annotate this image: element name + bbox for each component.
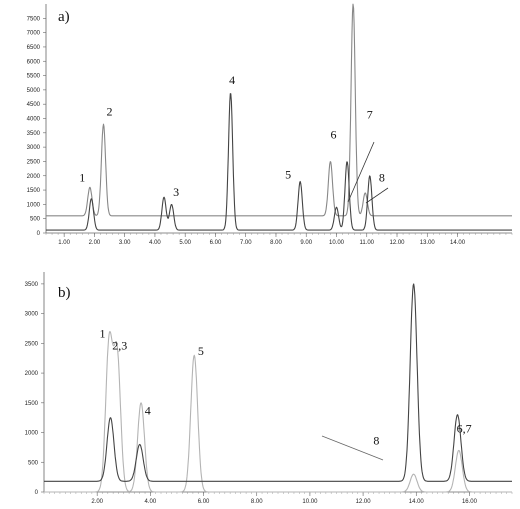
panel-0-x-tick-label: 9.00 [300,240,312,246]
panel-0-y-tick-label: 2000 [27,174,41,180]
panel-0-peak-label: 7 [367,108,373,122]
panel-0-y-tick-label: 1500 [27,188,41,194]
panel-0-y-tick-label: 0 [37,231,41,237]
panel-1-peak-label: 5 [198,344,204,358]
panel-0-x-tick-label: 11.00 [359,240,374,246]
panel-1-peak-label: 1 [100,326,106,340]
panel-0-y-tick-label: 5000 [27,88,41,94]
panel-1-peak-label: 2,3 [112,338,127,352]
panel-1-y-tick-label: 3500 [25,282,39,288]
panel-1-series-0-trace [43,330,513,493]
panel-1-label: b) [58,285,71,301]
panel-0-y-tick-label: 2500 [27,159,41,165]
panel-1-x-tick-label: 10.00 [302,499,318,505]
panel-1-x-tick-label: 16.00 [462,499,478,505]
panel-0-y-tick-label: 4500 [27,102,41,108]
panel-0-x-tick-label: 2.00 [89,240,101,246]
panel-1-x-tick-label: 2.00 [91,499,103,505]
panel-0-x-tick-label: 7.00 [240,240,252,246]
peak-7-leader-line [347,141,375,203]
panel-0-peak-label: 6 [330,128,336,142]
panel-1-x-tick-label: 4.00 [145,499,157,505]
panel-0-y-tick-label: 3500 [27,131,41,137]
panel-1-y-tick-label: 3000 [25,312,39,318]
panel-0-series-1-trace [45,93,513,231]
panel-0-y-tick-label: 6000 [27,59,41,65]
peak-8-leader-line [365,187,389,204]
panel-0-peak-label: 8 [379,170,385,184]
panel-0-y-tick-label: 7000 [27,31,41,37]
panel-1-x-tick-label: 14.00 [409,499,425,505]
panel-1-peak-label: 4 [145,404,151,418]
panel-0-y-tick-label: 4000 [27,117,41,123]
panel-0-peak-label: 2 [107,105,113,119]
panel-0-x-tick-label: 13.00 [420,240,436,246]
panel-0-y-tick-label: 7500 [27,16,41,22]
panel-0-x-tick-label: 5.00 [179,240,191,246]
panel-0-y-tick-label: 500 [30,217,41,223]
panel-1-y-tick-label: 2000 [25,371,39,377]
panel-1-peak-label: 8 [373,433,379,447]
panel-0-peak-label: 3 [173,185,179,199]
panel-0-y-tick-label: 3000 [27,145,41,151]
panel-1-peak-label: 6,7 [457,422,472,436]
panel-1-x-tick-label: 6.00 [198,499,210,505]
panel-1-y-tick-label: 2500 [25,341,39,347]
panel-1-x-tick-label: 12.00 [356,499,372,505]
panel-0-y-tick-label: 1000 [27,202,41,208]
panel-0-x-tick-label: 1.00 [58,240,70,246]
panel-0-x-tick-label: 10.00 [329,240,345,246]
panel-0-y-tick-label: 5500 [27,74,41,80]
panel-0-x-tick-label: 8.00 [270,240,282,246]
panel-1-x-tick-label: 8.00 [251,499,263,505]
panel-0-x-tick-label: 3.00 [119,240,131,246]
panel-0-x-tick-label: 4.00 [149,240,161,246]
panel-0-series-0-trace [45,3,513,217]
panel-1-y-tick-label: 500 [28,460,39,466]
panel-0-x-tick-label: 6.00 [210,240,222,246]
panel-1-y-tick-label: 0 [35,490,39,496]
panel-0-peak-label: 4 [229,73,235,87]
panel-1-y-tick-label: 1000 [25,431,39,437]
panel-0-label: a) [58,9,70,25]
panel-0-peak-label: 5 [285,168,291,182]
panel-0-y-tick-label: 6500 [27,45,41,51]
panel-0-peak-label: 1 [79,170,85,184]
panel-1-series-1-trace [43,283,513,482]
panel-0-x-tick-label: 14.00 [450,240,466,246]
panel-b-peak-8-leader-line [321,435,384,461]
panel-0-x-tick-label: 12.00 [390,240,406,246]
panel-1-y-tick-label: 1500 [25,401,39,407]
